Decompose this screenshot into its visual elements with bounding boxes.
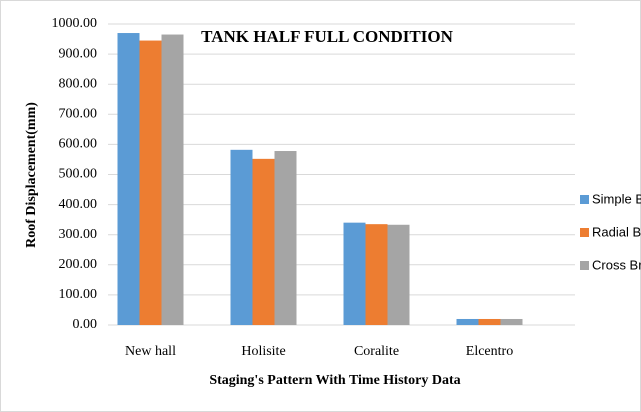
- bar: [343, 222, 366, 325]
- y-axis-label: Roof Displacement(mm): [24, 102, 39, 248]
- legend-swatch: [580, 195, 589, 204]
- x-tick-label: Coralite: [354, 344, 399, 359]
- y-tick-label: 700.00: [59, 107, 98, 122]
- legend-label: Radial Bracing: [592, 224, 641, 239]
- legend-swatch: [580, 228, 589, 237]
- legend-label: Cross Bracing: [592, 257, 641, 272]
- bar: [230, 149, 253, 325]
- bar: [139, 40, 162, 326]
- bar: [387, 224, 410, 325]
- bar: [478, 318, 501, 325]
- bar: [252, 158, 275, 325]
- x-tick-label: Elcentro: [466, 344, 513, 359]
- bar: [161, 34, 184, 325]
- y-tick-label: 500.00: [59, 167, 98, 182]
- bar: [117, 33, 140, 325]
- y-tick-label: 800.00: [59, 76, 98, 91]
- x-tick-label: Holisite: [241, 344, 285, 359]
- x-tick-label: New hall: [125, 344, 176, 359]
- legend-label: Simple Bracing: [592, 191, 641, 206]
- y-tick-label: 1000.00: [52, 16, 98, 31]
- y-tick-label: 400.00: [59, 197, 98, 212]
- x-axis-label: Staging's Pattern With Time History Data: [209, 373, 460, 388]
- y-tick-label: 0.00: [73, 317, 98, 332]
- chart-title: TANK HALF FULL CONDITION: [201, 27, 453, 46]
- y-tick-label: 100.00: [59, 287, 98, 302]
- y-tick-label: 600.00: [59, 137, 98, 152]
- bar: [274, 151, 297, 325]
- bar: [365, 224, 388, 325]
- y-tick-label: 200.00: [59, 257, 98, 272]
- legend-swatch: [580, 261, 589, 270]
- bar: [500, 318, 523, 325]
- y-tick-label: 300.00: [59, 227, 98, 242]
- bar: [456, 318, 479, 325]
- y-tick-label: 900.00: [59, 46, 98, 61]
